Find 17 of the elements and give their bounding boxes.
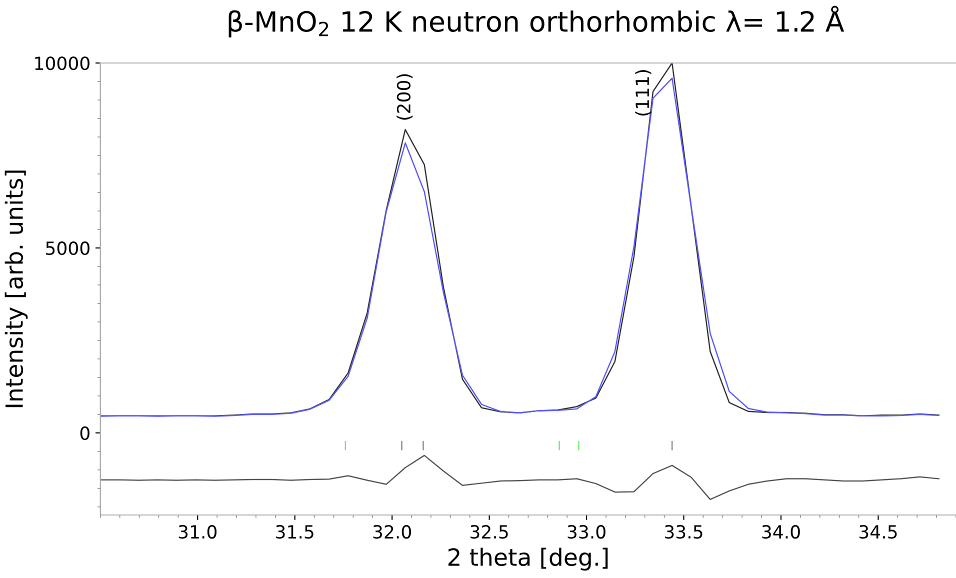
- annotation: (200): [396, 74, 413, 120]
- y-tick-label: 5000: [46, 241, 90, 256]
- x-tick-label: 31.0: [178, 525, 217, 539]
- x-axis-title: 2 theta [deg.]: [448, 548, 608, 571]
- chart-title: β-MnO$_{2}$ 12 K neutron orthorhombic λ= 1.2 Å: [228, 6, 844, 38]
- line-series: [100, 454, 940, 500]
- annotation: (111): [635, 70, 652, 116]
- x-tick-label: 34.0: [762, 525, 800, 539]
- x-tick-label: 33.0: [568, 525, 606, 539]
- x-tick-label: 34.5: [859, 525, 897, 539]
- y-tick-label: 0: [80, 426, 90, 440]
- y-axis-title: Intensity [arb. units]: [4, 170, 28, 408]
- x-tick-label: 31.5: [276, 525, 314, 539]
- x-tick-label: 32.0: [373, 525, 411, 539]
- x-tick-label: 32.5: [470, 525, 508, 539]
- x-tick-label: 33.5: [665, 525, 702, 539]
- y-tick-label: 10000: [35, 56, 90, 70]
